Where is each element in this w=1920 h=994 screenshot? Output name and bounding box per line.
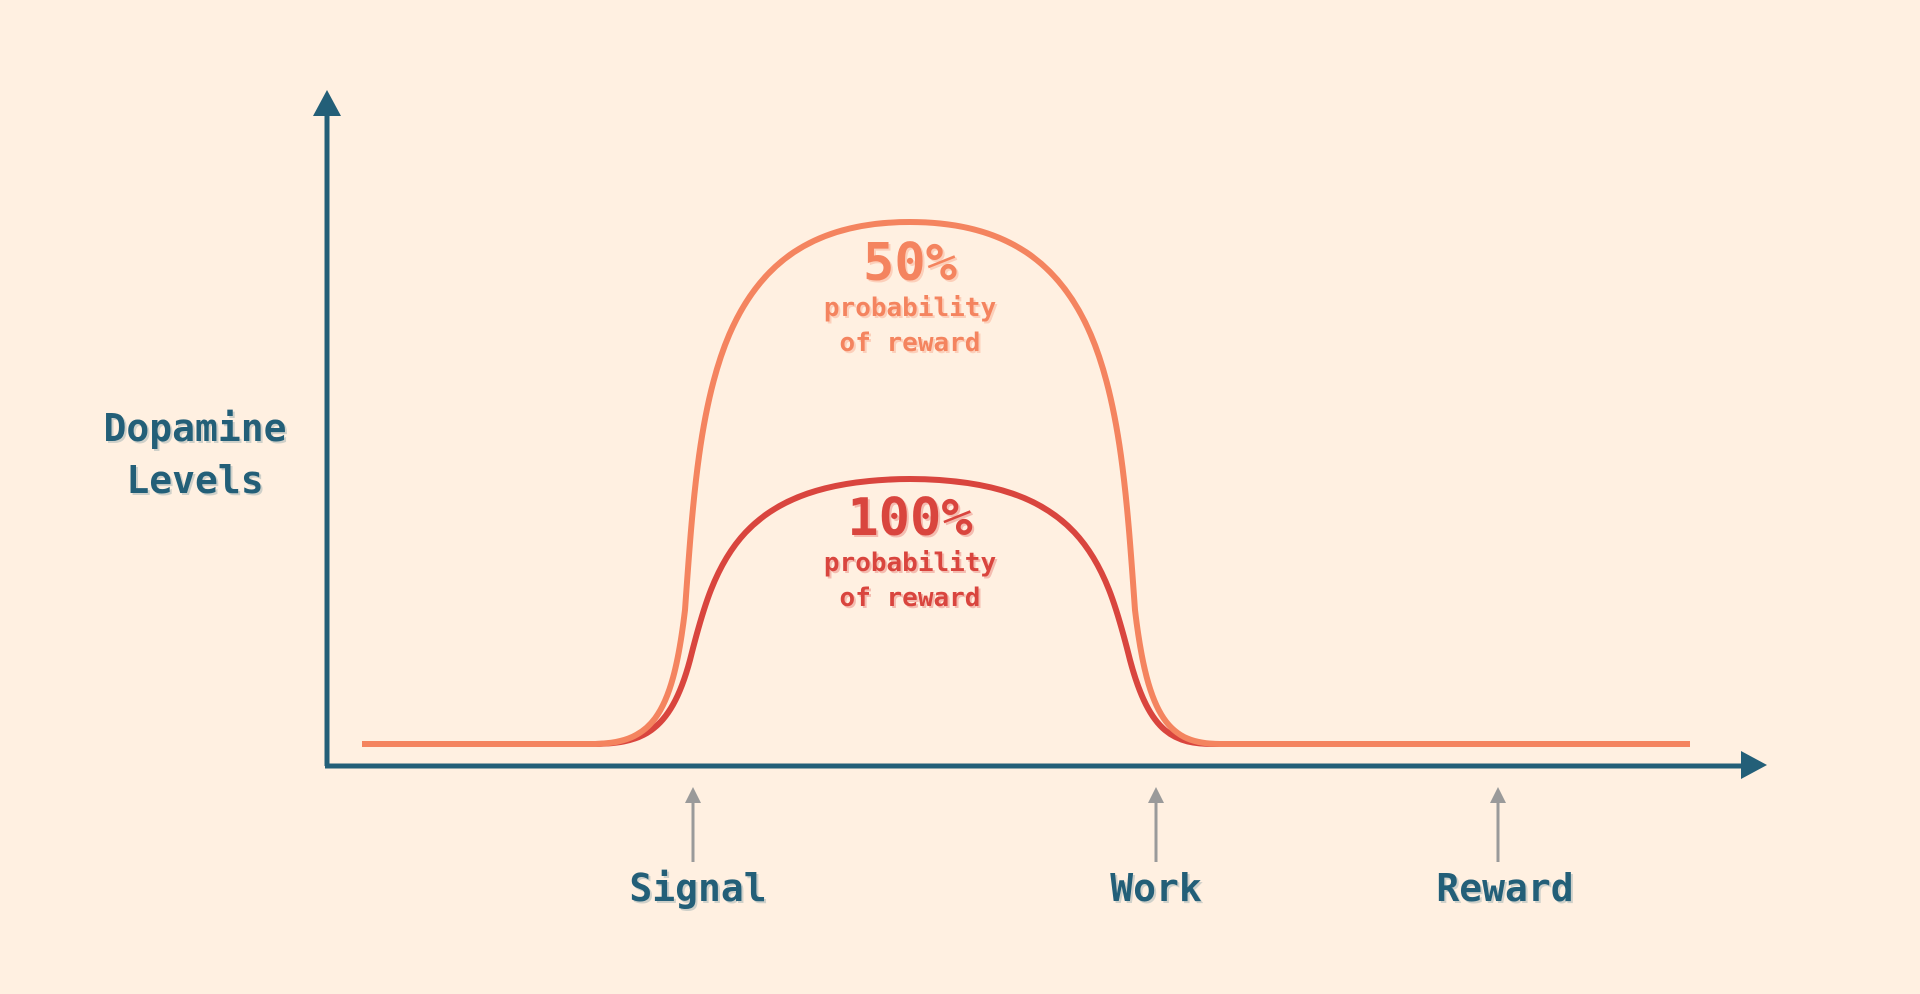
event-label-work: Work xyxy=(1110,866,1202,910)
y-axis-label: Dopamine Levels xyxy=(80,402,310,506)
annotation-50-line2: of reward xyxy=(839,328,981,358)
x-axis-arrow-icon xyxy=(1741,751,1767,779)
annotation-50-value: 50% xyxy=(863,233,957,293)
y-axis-label-line1: Dopamine xyxy=(103,406,287,450)
work-event-arrow-icon xyxy=(1148,787,1164,862)
y-axis xyxy=(313,90,341,766)
annotation-100-value: 100% xyxy=(847,488,973,548)
annotation-100-line2: of reward xyxy=(839,583,981,613)
annotation-50-percent: 50% probability of reward xyxy=(790,235,1030,361)
annotation-100-line1: probability xyxy=(823,548,997,578)
signal-event-arrow-icon xyxy=(685,787,701,862)
y-axis-label-line2: Levels xyxy=(126,458,264,502)
reward-event-arrow-icon xyxy=(1490,787,1506,862)
series-100-percent-curve xyxy=(362,475,1690,747)
annotation-100-percent: 100% probability of reward xyxy=(790,490,1030,616)
event-label-signal: Signal xyxy=(629,866,767,910)
y-axis-arrow-icon xyxy=(313,90,341,116)
event-label-reward: Reward xyxy=(1436,866,1574,910)
annotation-50-line1: probability xyxy=(823,293,997,323)
x-axis xyxy=(325,751,1767,779)
series-50-percent-curve xyxy=(362,218,1690,747)
